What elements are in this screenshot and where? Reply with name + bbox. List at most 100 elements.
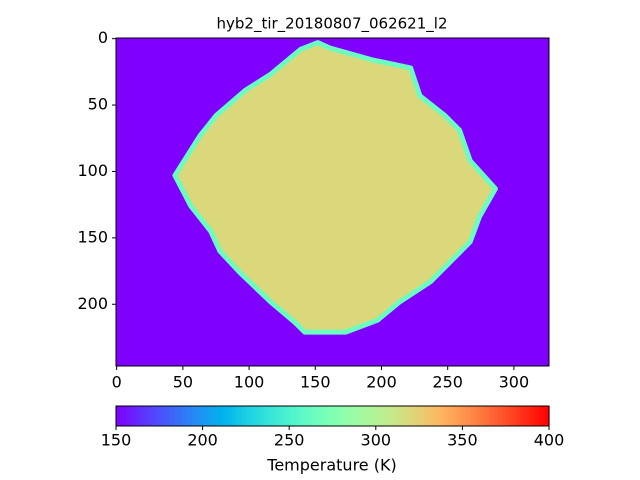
x-tick-label: 50 (173, 373, 193, 392)
colorbar-segment (523, 406, 528, 426)
colorbar-segment (447, 406, 453, 426)
colorbar-segment (509, 406, 514, 426)
colorbar-segment (530, 406, 536, 426)
colorbar-segment (487, 406, 492, 426)
body-outline (172, 40, 498, 335)
colorbar-tick-label: 350 (447, 431, 478, 450)
colorbar-tick-label: 150 (101, 431, 132, 450)
colorbar-segment (404, 406, 409, 426)
colorbar-segment (455, 406, 460, 426)
colorbar-segment (278, 406, 283, 426)
colorbar-segment (209, 406, 215, 426)
colorbar-segment (512, 406, 518, 426)
colorbar-segment (289, 406, 294, 426)
colorbar-segment (285, 406, 290, 426)
colorbar-segment (379, 406, 384, 426)
colorbar-segment (411, 406, 417, 426)
colorbar-segment (144, 406, 150, 426)
colorbar-segment (419, 406, 424, 426)
colorbar-segment (538, 406, 543, 426)
colorbar-segment (155, 406, 160, 426)
x-tick-label: 100 (234, 373, 265, 392)
colorbar-segment (462, 406, 467, 426)
colorbar-segment (245, 406, 251, 426)
colorbar-segment (213, 406, 218, 426)
colorbar-tick-label: 300 (361, 431, 392, 450)
y-tick-label: 50 (88, 95, 108, 114)
colorbar-segment (206, 406, 211, 426)
y-tick-label: 100 (77, 161, 108, 180)
colorbar-segment (271, 406, 276, 426)
colorbar-segment (126, 406, 132, 426)
colorbar-segment (440, 406, 445, 426)
colorbar (116, 406, 550, 426)
colorbar-segment (141, 406, 146, 426)
colorbar-segment (458, 406, 463, 426)
colorbar-segment (502, 406, 507, 426)
colorbar-segment (152, 406, 157, 426)
colorbar-segment (318, 406, 323, 426)
axes-frame (115, 37, 550, 367)
colorbar-segment (224, 406, 229, 426)
colorbar-segment (375, 406, 381, 426)
colorbar-segment (307, 406, 312, 426)
plot-area (116, 38, 549, 366)
body-region (174, 42, 496, 333)
colorbar-segment (260, 406, 265, 426)
colorbar-segment (480, 406, 485, 426)
colorbar-segment (159, 406, 164, 426)
colorbar-segment (162, 406, 168, 426)
colorbar-segment (426, 406, 431, 426)
colorbar-segment (256, 406, 261, 426)
y-tick-label: 200 (77, 294, 108, 313)
x-tick-label: 250 (432, 373, 463, 392)
colorbar-segment (227, 406, 233, 426)
colorbar-segment (220, 406, 225, 426)
colorbar-segment (235, 406, 240, 426)
colorbar-segment (383, 406, 388, 426)
colorbar-segment (137, 406, 142, 426)
colorbar-segment (354, 406, 359, 426)
colorbar-segment (325, 406, 330, 426)
colorbar-segment (429, 406, 435, 426)
x-tick-label: 200 (366, 373, 397, 392)
colorbar-label: Temperature (K) (266, 456, 396, 475)
y-tick-label: 0 (98, 28, 108, 47)
colorbar-segment (386, 406, 391, 426)
colorbar-segment (484, 406, 489, 426)
colorbar-segment (191, 406, 196, 426)
colorbar-segment (466, 406, 471, 426)
colorbar-segment (491, 406, 496, 426)
colorbar-segment (415, 406, 420, 426)
colorbar-segment (253, 406, 258, 426)
colorbar-segment (166, 406, 171, 426)
colorbar-segment (397, 406, 402, 426)
colorbar-segment (119, 406, 124, 426)
colorbar-segment (116, 406, 121, 426)
colorbar-segment (184, 406, 189, 426)
colorbar-segment (274, 406, 279, 426)
colorbar-tick-label: 400 (534, 431, 565, 450)
colorbar-segment (281, 406, 287, 426)
colorbar-segment (469, 406, 474, 426)
colorbar-segment (177, 406, 182, 426)
chart-title: hyb2_tir_20180807_062621_l2 (217, 15, 448, 34)
colorbar-segment (238, 406, 243, 426)
colorbar-segment (217, 406, 222, 426)
colorbar-segment (393, 406, 399, 426)
colorbar-segment (534, 406, 539, 426)
colorbar-segment (346, 406, 352, 426)
colorbar-segment (314, 406, 319, 426)
colorbar-segment (541, 406, 546, 426)
colorbar-segment (332, 406, 337, 426)
colorbar-segment (505, 406, 510, 426)
colorbar-segment (148, 406, 153, 426)
colorbar-segment (173, 406, 178, 426)
colorbar-segment (368, 406, 373, 426)
colorbar-segment (476, 406, 482, 426)
colorbar-segment (267, 406, 272, 426)
colorbar-segment (408, 406, 413, 426)
colorbar-segment (123, 406, 128, 426)
colorbar-segment (328, 406, 334, 426)
